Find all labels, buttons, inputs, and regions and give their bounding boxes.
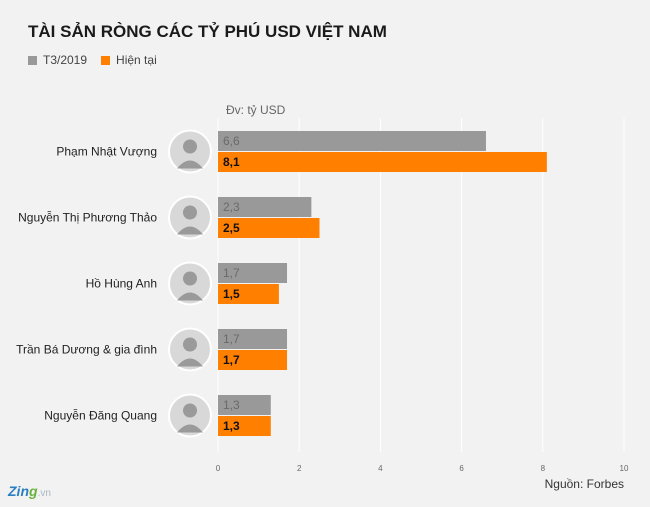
- legend-label-now: Hiện tại: [116, 53, 157, 67]
- category-label: Hồ Hùng Anh: [86, 277, 157, 291]
- legend-item-2019: T3/2019: [28, 53, 87, 67]
- bar-2019: [218, 263, 288, 283]
- x-tick-label: 6: [459, 464, 464, 473]
- bar-now: [218, 416, 271, 436]
- data-label-2019: 1,3: [223, 398, 240, 412]
- person-photo-body: [177, 226, 203, 235]
- person-photo-body: [177, 292, 203, 301]
- person-photo-head: [183, 337, 197, 352]
- bar-2019: [218, 197, 312, 217]
- data-label-now: 2,5: [223, 221, 240, 235]
- bar-now: [218, 350, 288, 370]
- person-photo-head: [183, 403, 197, 418]
- unit-note: Đv: tỷ USD: [226, 103, 286, 117]
- person-photo-body: [177, 358, 203, 367]
- brand-logo-g: g: [29, 483, 38, 499]
- data-label-now: 8,1: [223, 155, 240, 169]
- legend: T3/2019 Hiện tại: [28, 53, 171, 67]
- category-label: Nguyễn Đăng Quang: [44, 408, 157, 423]
- data-label-now: 1,3: [223, 419, 240, 433]
- person-photo-body: [177, 160, 203, 169]
- x-tick-label: 0: [216, 464, 221, 473]
- brand-logo-main: Zin: [8, 483, 29, 499]
- data-label-now: 1,7: [223, 353, 240, 367]
- legend-swatch-now: [101, 55, 111, 65]
- source-note: Nguồn: Forbes: [545, 477, 624, 491]
- person-photo-head: [183, 205, 197, 220]
- bar-2019: [218, 395, 271, 415]
- legend-item-now: Hiện tại: [101, 53, 157, 67]
- data-label-2019: 1,7: [223, 332, 240, 346]
- data-label-2019: 2,3: [223, 200, 240, 214]
- x-tick-label: 8: [541, 464, 546, 473]
- legend-label-2019: T3/2019: [43, 53, 88, 67]
- x-tick-label: 10: [620, 464, 629, 473]
- data-label-2019: 1,7: [223, 266, 240, 280]
- x-tick-label: 4: [378, 464, 383, 473]
- data-label-now: 1,5: [223, 287, 240, 301]
- bar-now: [218, 152, 547, 172]
- brand-logo: Zing.vn: [8, 483, 51, 499]
- category-label: Nguyễn Thị Phương Thảo: [18, 210, 157, 225]
- legend-swatch-2019: [28, 55, 37, 65]
- chart-title: TÀI SẢN RÒNG CÁC TỶ PHÚ USD VIỆT NAM: [28, 22, 387, 41]
- bar-now: [218, 284, 279, 304]
- person-photo-head: [183, 271, 197, 286]
- bar-2019: [218, 131, 486, 151]
- person-photo-body: [177, 424, 203, 433]
- brand-logo-tld: .vn: [37, 488, 51, 499]
- data-label-2019: 6,6: [223, 134, 240, 148]
- bar-2019: [218, 329, 288, 349]
- category-label: Phạm Nhật Vượng: [56, 145, 157, 159]
- x-tick-label: 2: [297, 464, 302, 473]
- person-photo-head: [183, 139, 197, 154]
- category-label: Trần Bá Dương & gia đình: [16, 343, 157, 357]
- bar-now: [218, 218, 320, 238]
